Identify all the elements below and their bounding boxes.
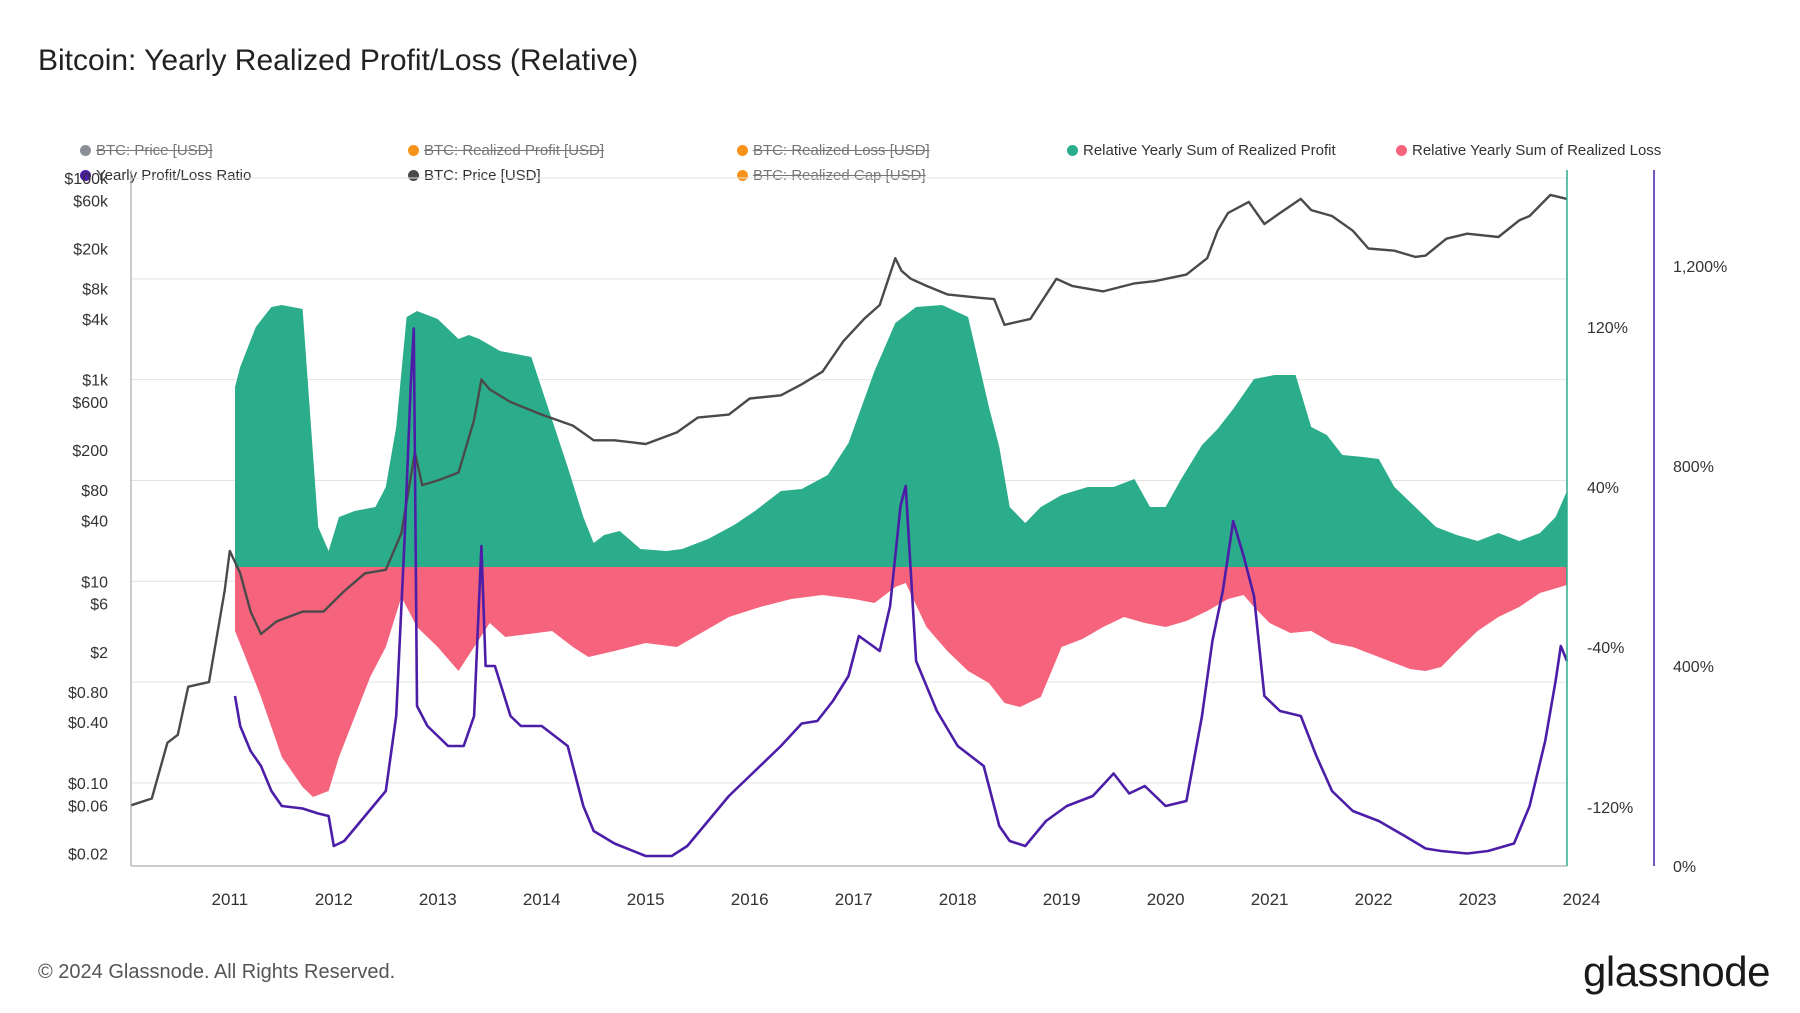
x-axis-tick-label: 2015 [627,890,665,909]
left-axis-tick-label: $600 [72,395,108,412]
x-axis-tick-label: 2013 [419,890,457,909]
right-axis-1-tick-label: 40% [1587,480,1619,497]
right-axis-1-tick-label: -120% [1587,800,1633,817]
right-axis-2-tick-label: 1,200% [1673,259,1727,276]
legend-color-dot [80,170,91,181]
right-axis-2-tick-label: 400% [1673,659,1714,676]
legend-color-dot [1067,145,1078,156]
left-axis-tick-label: $40 [81,514,108,531]
legend-label: BTC: Realized Loss [USD] [753,142,930,159]
ratio-line [233,327,1569,858]
legend-color-dot [80,145,91,156]
legend-label: Relative Yearly Sum of Realized Loss [1412,142,1662,159]
legend-color-dot [737,170,748,181]
left-axis-tick-label: $1k [82,373,109,390]
x-axis-tick-label: 2022 [1355,890,1393,909]
left-axis-tick-label: $0.10 [68,776,108,793]
left-axis-tick-label: $200 [72,443,108,460]
x-axis-tick-label: 2017 [835,890,873,909]
legend-label: Relative Yearly Sum of Realized Profit [1083,142,1336,159]
x-axis-tick-label: 2021 [1251,890,1289,909]
legend-label: Yearly Profit/Loss Ratio [96,167,252,184]
x-axis-tick-label: 2016 [731,890,769,909]
legend-item[interactable]: BTC: Realized Profit [USD] [408,142,604,159]
legend-item[interactable]: BTC: Realized Cap [USD] [737,167,926,184]
legend-item[interactable]: Relative Yearly Sum of Realized Loss [1396,142,1661,159]
legend-item[interactable]: Relative Yearly Sum of Realized Profit [1067,142,1336,159]
left-axis-tick-label: $80 [81,483,108,500]
left-axis-tick-label: $0.06 [68,798,108,815]
chart-title: Bitcoin: Yearly Realized Profit/Loss (Re… [38,44,639,77]
loss-area [235,567,1567,797]
right-axis-1-tick-label: 120% [1587,320,1628,337]
x-axis-tick-label: 2012 [315,890,353,909]
legend-label: BTC: Price [USD] [424,167,541,184]
legend-item[interactable]: Yearly Profit/Loss Ratio [80,167,251,184]
left-axis-tick-label: $20k [73,241,109,258]
profit-area [235,305,1567,567]
legend-item[interactable]: BTC: Realized Loss [USD] [737,142,930,159]
left-axis-tick-label: $2 [90,645,108,662]
x-axis-tick-label: 2018 [939,890,977,909]
right-axis-2-tick-label: 800% [1673,459,1714,476]
legend-item[interactable]: BTC: Price [USD] [408,167,541,184]
left-axis-tick-label: $100k [64,171,109,188]
right-axis-1-tick-label: -40% [1587,640,1624,657]
x-axis-tick-label: 2024 [1563,890,1601,909]
left-axis-tick-label: $10 [81,574,108,591]
right-axis-2-tick-label: 0% [1673,859,1696,876]
left-axis-tick-label: $4k [82,312,109,329]
copyright-text: © 2024 Glassnode. All Rights Reserved. [38,961,396,983]
x-axis-tick-label: 2011 [212,890,249,909]
legend-color-dot [1396,145,1407,156]
left-axis-tick-label: $6 [90,597,108,614]
left-axis-tick-label: $0.40 [68,715,108,732]
x-axis-tick-label: 2020 [1147,890,1185,909]
legend-color-dot [408,170,419,181]
left-axis-tick-label: $60k [73,193,109,210]
left-axis-tick-label: $0.02 [68,846,108,863]
left-axis-tick-label: $0.80 [68,685,108,702]
brand-logo: glassnode [1583,948,1770,995]
price-line [130,193,1568,807]
x-axis-tick-label: 2014 [523,890,561,909]
legend-label: BTC: Realized Profit [USD] [424,142,605,159]
legend-item[interactable]: BTC: Price [USD] [80,142,213,159]
x-axis-tick-label: 2023 [1459,890,1497,909]
x-axis-tick-label: 2019 [1043,890,1081,909]
legend-label: BTC: Realized Cap [USD] [753,167,926,184]
legend-color-dot [737,145,748,156]
legend-color-dot [408,145,419,156]
left-axis-tick-label: $8k [82,282,109,299]
legend-label: BTC: Price [USD] [96,142,213,159]
